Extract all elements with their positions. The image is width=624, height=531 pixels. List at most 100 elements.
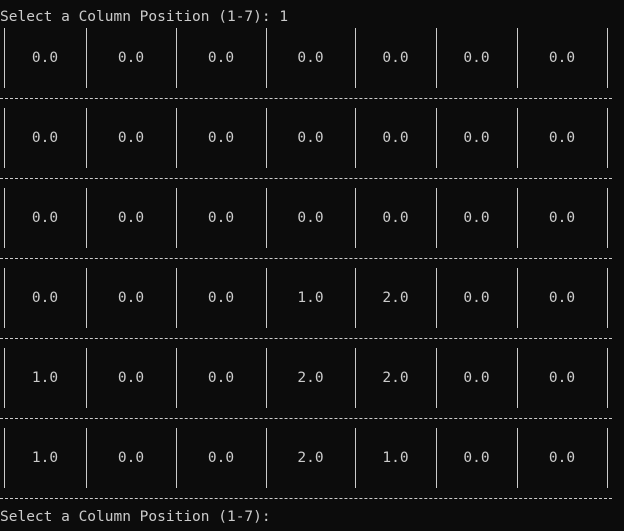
cell-border — [355, 348, 356, 408]
board-cell: 0.0 — [31, 130, 59, 146]
cell-border — [176, 428, 177, 488]
board-cell: 0.0 — [207, 450, 235, 466]
cell-border — [607, 268, 608, 328]
board-cell: 0.0 — [297, 210, 324, 226]
board-cell: 0.0 — [207, 370, 235, 386]
board-cell: 2.0 — [382, 370, 409, 386]
board-cell: 0.0 — [207, 130, 235, 146]
cell-border — [4, 108, 5, 168]
board-cell: 0.0 — [117, 290, 145, 306]
board-cell: 0.0 — [117, 370, 145, 386]
column-prompt-active[interactable]: Select a Column Position (1-7): — [0, 507, 279, 527]
cell-border — [86, 428, 87, 488]
board-cell: 1.0 — [31, 370, 59, 386]
cell-border — [436, 108, 437, 168]
board-cell: 0.0 — [548, 50, 576, 66]
cell-border — [436, 348, 437, 408]
board-cell: 0.0 — [117, 130, 145, 146]
cell-border — [176, 268, 177, 328]
row-separator — [0, 418, 612, 419]
column-prompt: Select a Column Position (1-7): 1 — [0, 7, 288, 27]
board-cell: 0.0 — [31, 290, 59, 306]
board-cell: 0.0 — [548, 130, 576, 146]
cell-border — [4, 348, 5, 408]
cell-border — [86, 28, 87, 88]
cell-border — [607, 428, 608, 488]
board-cell: 2.0 — [382, 290, 409, 306]
row-separator — [0, 258, 612, 259]
cell-border — [4, 188, 5, 248]
cell-border — [176, 108, 177, 168]
row-separator — [0, 98, 612, 99]
board-cell: 0.0 — [207, 290, 235, 306]
cell-border — [355, 28, 356, 88]
row-separator — [0, 498, 612, 499]
cell-border — [607, 188, 608, 248]
cell-border — [436, 28, 437, 88]
board-cell: 2.0 — [297, 370, 324, 386]
cell-border — [266, 428, 267, 488]
prompt-text: Select a Column Position (1-7): — [0, 9, 271, 25]
cell-border — [355, 428, 356, 488]
board-cell: 0.0 — [117, 210, 145, 226]
cell-border — [86, 268, 87, 328]
board-cell: 0.0 — [548, 290, 576, 306]
board-cell: 0.0 — [382, 130, 409, 146]
cell-border — [4, 268, 5, 328]
board-cell: 0.0 — [463, 450, 490, 466]
row-separator — [0, 178, 612, 179]
board-cell: 1.0 — [382, 450, 409, 466]
board-cell: 0.0 — [297, 130, 324, 146]
prompt-text: Select a Column Position (1-7): — [0, 509, 271, 525]
game-board: 0.0 0.0 0.0 0.0 0.0 0.0 0.0 0.0 0.0 0.0 0.0 0.0 0.0 0… — [0, 28, 614, 500]
cell-border — [176, 348, 177, 408]
cell-border — [176, 188, 177, 248]
board-cell: 0.0 — [463, 50, 490, 66]
cell-border — [355, 268, 356, 328]
cell-border — [266, 268, 267, 328]
board-cell: 0.0 — [463, 290, 490, 306]
board-cell: 0.0 — [297, 50, 324, 66]
board-cell: 1.0 — [31, 450, 59, 466]
board-cell: 0.0 — [463, 130, 490, 146]
cell-border — [517, 348, 518, 408]
cell-border — [436, 428, 437, 488]
cell-border — [517, 108, 518, 168]
cell-border — [517, 428, 518, 488]
cell-border — [4, 428, 5, 488]
board-cell: 0.0 — [382, 210, 409, 226]
cell-border — [266, 108, 267, 168]
board-cell: 0.0 — [117, 50, 145, 66]
cell-border — [176, 28, 177, 88]
cell-border — [86, 348, 87, 408]
cell-border — [607, 348, 608, 408]
board-cell: 0.0 — [463, 370, 490, 386]
row-separator — [0, 338, 612, 339]
cell-border — [436, 268, 437, 328]
board-cell: 0.0 — [207, 210, 235, 226]
cell-border — [355, 188, 356, 248]
cell-border — [517, 188, 518, 248]
board-cell: 0.0 — [548, 450, 576, 466]
cell-border — [266, 188, 267, 248]
cell-border — [607, 28, 608, 88]
cell-border — [86, 108, 87, 168]
cell-border — [4, 28, 5, 88]
board-cell: 0.0 — [382, 50, 409, 66]
cell-border — [607, 108, 608, 168]
cell-border — [436, 188, 437, 248]
board-cell: 1.0 — [297, 290, 324, 306]
board-cell: 0.0 — [31, 50, 59, 66]
board-cell: 0.0 — [117, 450, 145, 466]
cell-border — [517, 28, 518, 88]
board-cell: 0.0 — [548, 370, 576, 386]
cell-border — [86, 188, 87, 248]
cell-border — [355, 108, 356, 168]
board-cell: 0.0 — [463, 210, 490, 226]
cell-border — [266, 28, 267, 88]
board-cell: 0.0 — [548, 210, 576, 226]
board-cell: 2.0 — [297, 450, 324, 466]
prompt-input-value: 1 — [279, 9, 289, 25]
board-cell: 0.0 — [207, 50, 235, 66]
